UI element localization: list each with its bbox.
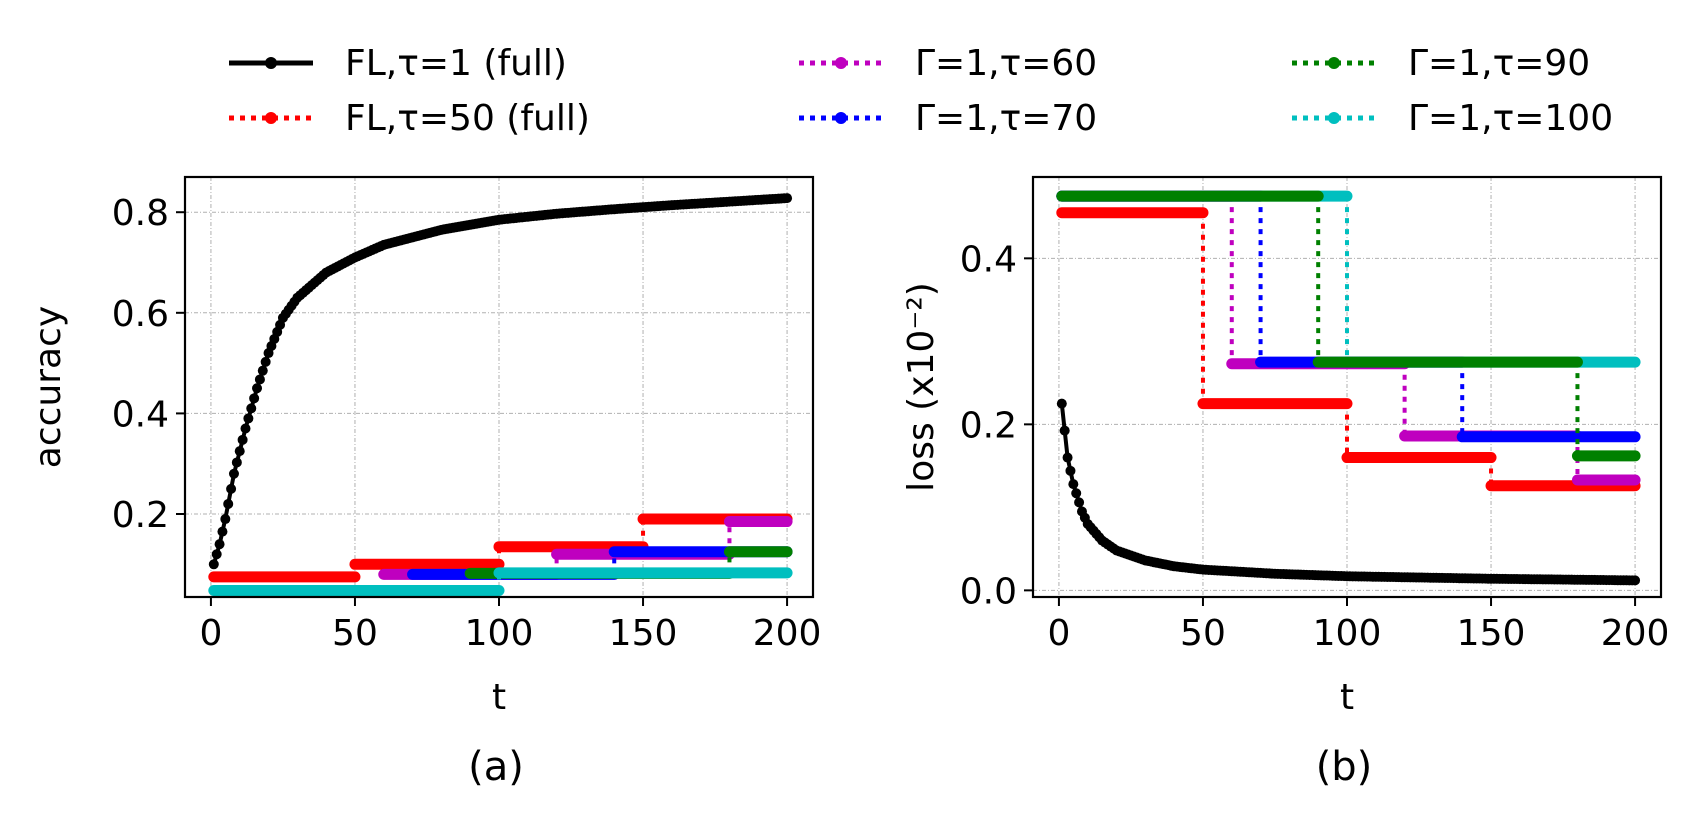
legend-entry-gamma-tau100: Γ=1,τ=100	[1288, 93, 1613, 143]
curve-point	[249, 393, 260, 404]
x-axis-label: t	[1340, 677, 1354, 718]
series-gamma-1-tau-90	[1056, 190, 1641, 462]
curve-point	[1056, 398, 1067, 409]
curve-point	[208, 559, 219, 570]
curve-point	[246, 403, 257, 414]
legend-swatch-gamma-tau60	[799, 57, 883, 69]
curve-point	[240, 423, 251, 434]
legend-label-fl-tau1: FL,τ=1 (full)	[345, 42, 567, 84]
y-tick-label: 0.8	[112, 193, 169, 234]
series-gamma-1-tau-100	[208, 567, 793, 596]
curve-point	[782, 193, 793, 204]
x-axis-label: t	[492, 677, 506, 718]
x-tick-label: 0	[199, 613, 222, 654]
curve-point	[231, 457, 242, 468]
series-fl-tau-50-full	[1056, 207, 1641, 492]
legend-marker-fl-tau-1-full	[265, 57, 277, 69]
legend-marker-gamma-1-tau-60	[835, 57, 847, 69]
legend-label-gamma-tau70: Γ=1,τ=70	[915, 97, 1098, 139]
curve-point	[1065, 465, 1076, 476]
curve-point	[234, 446, 245, 457]
grid	[1033, 177, 1661, 597]
curve-point	[217, 526, 228, 537]
x-tick-label: 0	[1047, 613, 1070, 654]
curve-point	[214, 539, 225, 550]
legend-entry-gamma-tau70: Γ=1,τ=70	[795, 93, 1097, 143]
x-tick-label: 50	[332, 613, 378, 654]
x-tick-label: 100	[465, 613, 534, 654]
curve-point	[260, 356, 271, 367]
legend-label-gamma-tau90: Γ=1,τ=90	[1408, 42, 1591, 84]
curve-point	[257, 365, 268, 376]
curve-point	[1068, 479, 1079, 490]
curve-point	[243, 413, 254, 424]
x-tick-label: 50	[1180, 613, 1226, 654]
legend-marker-fl-tau-50-full	[265, 112, 277, 124]
y-tick-label: 0.6	[112, 294, 169, 335]
series-fl-tau-1-full	[1056, 398, 1641, 586]
curve-point	[223, 498, 234, 509]
legend-entry-fl-tau50: FL,τ=50 (full)	[225, 93, 590, 143]
curve-point	[226, 483, 237, 494]
x-tick-label: 200	[753, 613, 822, 654]
legend-label-fl-tau50: FL,τ=50 (full)	[345, 97, 590, 139]
legend-marker-gamma-1-tau-100	[1328, 112, 1340, 124]
y-tick-label: 0.0	[960, 571, 1017, 612]
curve-point	[228, 468, 239, 479]
loss-panel: 0 50 100 150 200 0.0 0.2 0.4 t loss (x10⁻²) (b)	[901, 175, 1670, 790]
x-tick-label: 200	[1601, 613, 1670, 654]
grid	[185, 177, 813, 597]
legend-marker-gamma-1-tau-70	[835, 112, 847, 124]
curve-line	[211, 196, 788, 565]
series-gamma-1-tau-100	[1056, 190, 1641, 368]
curve-point	[1062, 452, 1073, 463]
curve-point	[254, 374, 265, 385]
legend-entry-fl-tau1: FL,τ=1 (full)	[225, 38, 567, 88]
legend-swatch-gamma-tau70	[799, 112, 883, 124]
legend-label-gamma-tau100: Γ=1,τ=100	[1408, 97, 1614, 139]
y-axis-label: loss (x10⁻²)	[901, 282, 942, 492]
curve-point	[237, 434, 248, 445]
curve-point	[1071, 488, 1082, 499]
accuracy-panel: 0 50 100 150 200 0.2 0.4 0.6 0.8 t accuracy (a)	[28, 175, 822, 790]
legend-swatch-gamma-tau90	[1292, 57, 1376, 69]
x-tick-label: 100	[1313, 613, 1382, 654]
legend: FL,τ=1 (full) FL,τ=50 (full) Γ=1,τ=60 Γ=…	[225, 38, 1665, 158]
curve-point	[1630, 575, 1641, 586]
panel-label: (a)	[468, 744, 524, 790]
legend-entry-gamma-tau60: Γ=1,τ=60	[795, 38, 1097, 88]
x-tick-label: 150	[609, 613, 678, 654]
curve-point	[211, 549, 222, 560]
series-fl-tau-1-full	[208, 193, 793, 570]
x-tick-label: 150	[1457, 613, 1526, 654]
curve-point	[252, 383, 263, 394]
legend-label-gamma-tau60: Γ=1,τ=60	[915, 42, 1098, 84]
legend-swatch-fl-tau1	[229, 57, 313, 69]
curve-point	[1059, 425, 1070, 436]
panel-label: (b)	[1316, 744, 1373, 790]
y-tick-label: 0.4	[960, 239, 1017, 280]
y-axis-label: accuracy	[28, 306, 69, 468]
legend-swatch-fl-tau50	[229, 112, 313, 124]
y-tick-label: 0.2	[960, 405, 1017, 446]
legend-swatch-gamma-tau100	[1292, 112, 1376, 124]
y-tick-label: 0.2	[112, 495, 169, 536]
legend-entry-gamma-tau90: Γ=1,τ=90	[1288, 38, 1590, 88]
curve-point	[1074, 497, 1085, 508]
curve-point	[220, 514, 231, 525]
legend-marker-gamma-1-tau-90	[1328, 57, 1340, 69]
y-tick-label: 0.4	[112, 394, 169, 435]
